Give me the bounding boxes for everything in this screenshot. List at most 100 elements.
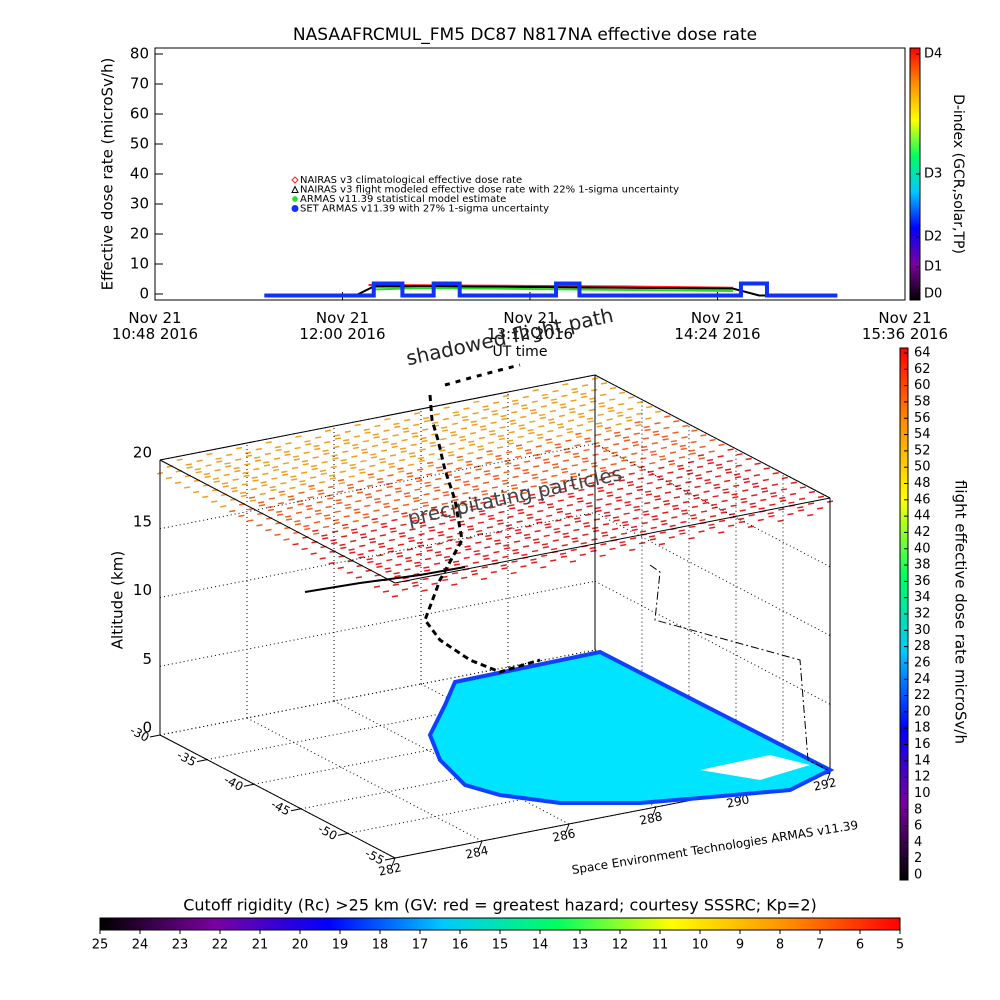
colorbar-tick-label: 18: [914, 721, 931, 736]
particle-dash: [489, 432, 496, 436]
particle-dash: [306, 507, 313, 511]
particle-dash: [448, 515, 456, 519]
particle-dash: [388, 538, 396, 542]
particle-dash: [751, 494, 758, 497]
particle-dash: [603, 511, 610, 514]
particle-dash: [514, 467, 521, 470]
particle-dash: [439, 511, 447, 514]
particle-dash: [408, 539, 415, 543]
particle-dash: [312, 456, 319, 459]
particle-dash: [322, 537, 329, 540]
particle-dash: [317, 489, 324, 492]
particle-dash: [613, 519, 620, 522]
particle-dash: [461, 576, 468, 580]
particle-dash: [665, 479, 672, 483]
particle-dash: [505, 524, 512, 527]
particle-dash: [349, 463, 356, 467]
particle-dash: [652, 430, 659, 433]
particle-dash: [550, 547, 558, 551]
particle-dash: [546, 514, 553, 518]
particle-dash: [677, 464, 684, 468]
particle-dash: [500, 490, 508, 494]
particle-dash: [255, 447, 262, 451]
particle-dash: [464, 472, 472, 475]
particle-dash: [659, 458, 667, 461]
colorbar-tick-label: 0: [914, 868, 922, 883]
particle-dash: [649, 538, 657, 541]
particle-dash: [417, 468, 424, 471]
particle-dash: [727, 448, 734, 451]
particle-dash: [418, 533, 425, 536]
particle-dash: [408, 452, 416, 455]
particle-dash: [319, 480, 326, 484]
particle-dash: [627, 407, 634, 411]
particle-dash: [668, 459, 675, 463]
particle-dash: [343, 515, 350, 518]
colorbar-tick-label: 4: [914, 835, 922, 850]
colorbar-tick-label: 12: [914, 770, 931, 785]
particle-dash: [643, 513, 650, 516]
particle-dash: [252, 479, 259, 482]
particle-dash: [558, 487, 565, 491]
particle-dash: [620, 456, 627, 459]
particle-dash: [634, 421, 641, 424]
particle-dash: [427, 464, 435, 468]
particle-dash: [619, 467, 626, 471]
particle-dash: [672, 504, 679, 508]
particle-dash: [467, 525, 474, 528]
particle-dash: [509, 495, 517, 499]
particle-dash: [520, 491, 527, 495]
particle-dash: [315, 512, 322, 515]
particle-dash: [583, 448, 590, 452]
particle-dash: [265, 528, 272, 532]
particle-dash: [482, 405, 489, 408]
particle-dash: [654, 495, 661, 498]
particle-dash: [604, 438, 611, 441]
y-tick: [290, 808, 302, 812]
particle-dash: [497, 434, 505, 438]
particle-dash: [359, 544, 366, 548]
particle-dash: [481, 489, 488, 493]
particle-dash: [286, 506, 294, 510]
particle-dash: [571, 537, 578, 540]
particle-dash: [193, 490, 200, 494]
particle-dash: [293, 458, 300, 461]
particle-dash: [473, 400, 480, 404]
particle-dash: [542, 546, 549, 549]
particle-dash: [474, 465, 481, 468]
particle-dash: [503, 470, 510, 474]
particle-dash: [585, 428, 593, 432]
particle-dash: [614, 507, 621, 511]
particle-dash: [579, 553, 586, 556]
particle-dash: [448, 527, 455, 530]
particle-dash: [553, 454, 560, 458]
particle-dash: [359, 471, 366, 474]
particle-dash: [330, 465, 337, 469]
particle-dash: [454, 478, 462, 482]
particle-dash: [383, 429, 390, 432]
particle-dash: [401, 588, 409, 591]
y-tick: [337, 832, 349, 836]
particle-dash: [505, 462, 512, 465]
particle-dash: [411, 508, 419, 511]
particle-dash: [406, 559, 413, 563]
particle-dash: [355, 499, 362, 503]
particle-dash: [466, 463, 473, 466]
particle-dash: [625, 503, 632, 507]
particle-dash: [520, 415, 527, 419]
z-axis-label: Altitude (km): [109, 551, 127, 649]
particle-dash: [660, 519, 667, 523]
particle-dash: [534, 456, 542, 460]
particle-dash: [562, 459, 570, 462]
particle-dash: [693, 497, 700, 500]
particle-dash: [597, 486, 604, 490]
particle-dash: [561, 470, 569, 474]
colorbar-tick-label: 25: [92, 938, 109, 953]
particle-dash: [600, 393, 607, 397]
particle-dash: [749, 502, 756, 505]
particle-dash: [484, 546, 491, 549]
particle-dash: [338, 481, 346, 485]
particle-dash: [548, 418, 555, 421]
particle-dash: [383, 502, 390, 506]
particle-dash: [789, 492, 797, 496]
